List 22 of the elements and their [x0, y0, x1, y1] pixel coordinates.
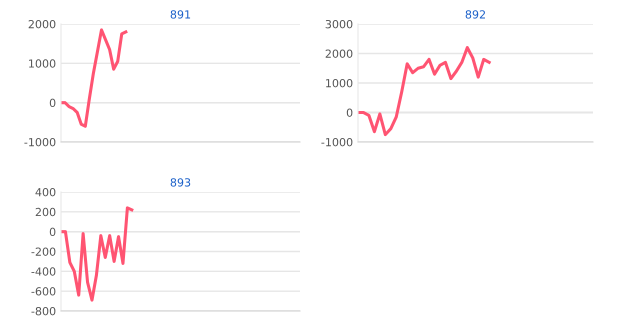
- line-series: [61, 28, 128, 128]
- line-series: [61, 206, 134, 302]
- y-tick-label: 200: [36, 208, 56, 216]
- y-tick-label: -200: [31, 247, 56, 256]
- y-tick-label: 400: [35, 188, 56, 196]
- y-tick-label: -1000: [24, 138, 56, 146]
- y-tick-label: 0: [50, 228, 56, 236]
- y-tick-label: 0: [50, 98, 56, 108]
- y-tick-label: 1000: [29, 59, 56, 68]
- y-tick-label: -800: [31, 306, 56, 316]
- y-tick-label: 2000: [28, 20, 56, 28]
- y-tick-label: -400: [31, 267, 56, 276]
- line-series: [358, 46, 491, 136]
- chart-title: 892: [466, 10, 485, 19]
- y-tick-label: 3000: [326, 20, 352, 28]
- y-tick-label: 1000: [326, 78, 352, 88]
- y-tick-label: -600: [31, 287, 56, 296]
- y-tick-label: 0: [346, 108, 352, 117]
- y-tick-label: -1000: [321, 138, 352, 146]
- y-tick-label: 2000: [326, 49, 352, 58]
- chart-title: 891: [170, 10, 190, 19]
- chart-title: 893: [170, 178, 190, 187]
